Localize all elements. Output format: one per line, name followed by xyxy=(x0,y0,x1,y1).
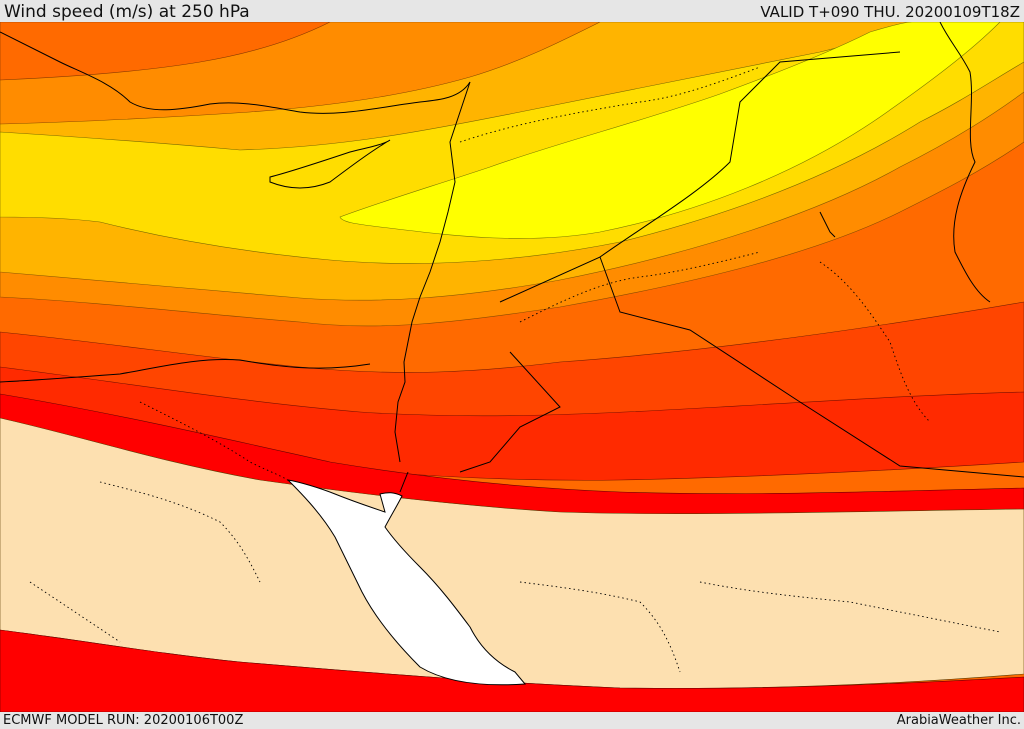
map-title: Wind speed (m/s) at 250 hPa xyxy=(4,2,250,22)
wind-speed-map-svg xyxy=(0,22,1024,712)
valid-time-label: VALID T+090 THU. 20200109T18Z xyxy=(760,3,1020,21)
wind-band-jet-core xyxy=(339,22,1001,239)
model-run-label: ECMWF MODEL RUN: 20200106T00Z xyxy=(3,713,244,728)
weather-map xyxy=(0,22,1024,712)
footer-bar: ECMWF MODEL RUN: 20200106T00Z ArabiaWeat… xyxy=(0,712,1024,729)
administrative-borders xyxy=(29,66,1001,673)
wind-band-darkorange-northwest xyxy=(0,22,331,81)
credit-label: ArabiaWeather Inc. xyxy=(896,713,1021,728)
red-sea xyxy=(286,479,527,686)
coastlines xyxy=(0,22,1024,493)
header-bar: Wind speed (m/s) at 250 hPa VALID T+090 … xyxy=(0,0,1024,22)
